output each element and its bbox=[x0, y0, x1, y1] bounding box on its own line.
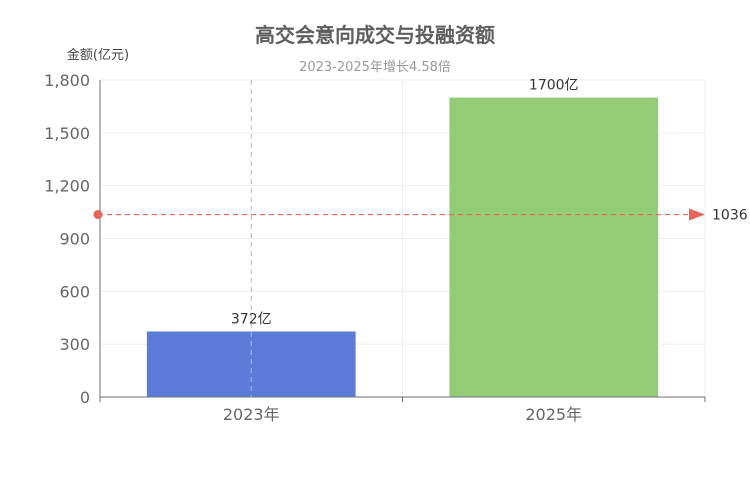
y-tick-label: 0 bbox=[80, 388, 90, 407]
y-tick-label: 600 bbox=[59, 282, 90, 301]
x-tick-label: 2023年 bbox=[223, 405, 280, 424]
x-tick-label: 2025年 bbox=[525, 405, 582, 424]
label-layer: 372亿 1700亿 1036 bbox=[231, 78, 748, 328]
bar bbox=[449, 97, 659, 397]
mark-line-layer bbox=[93, 80, 705, 397]
bar-value-label: 1700亿 bbox=[529, 78, 579, 94]
mark-line-arrow bbox=[689, 208, 705, 221]
axis-layer: 0 300 600 900 1,200 1,500 1,800 2023年 2025年 bbox=[44, 71, 706, 424]
y-tick-label: 1,800 bbox=[44, 71, 90, 90]
chart-subtitle: 2023-2025年增长4.58倍 bbox=[299, 60, 451, 75]
mark-line-label: 1036 bbox=[712, 208, 748, 224]
chart-title: 高交会意向成交与投融资额 bbox=[255, 23, 495, 47]
mark-line-start-dot bbox=[93, 210, 103, 220]
bar-layer bbox=[146, 97, 659, 397]
y-tick-label: 1,500 bbox=[44, 124, 90, 143]
y-axis-label: 金额(亿元) bbox=[67, 47, 129, 63]
y-tick-label: 300 bbox=[59, 335, 90, 354]
bar-value-label: 372亿 bbox=[231, 311, 272, 327]
y-tick-label: 900 bbox=[59, 230, 90, 249]
y-tick-label: 1,200 bbox=[44, 177, 90, 196]
